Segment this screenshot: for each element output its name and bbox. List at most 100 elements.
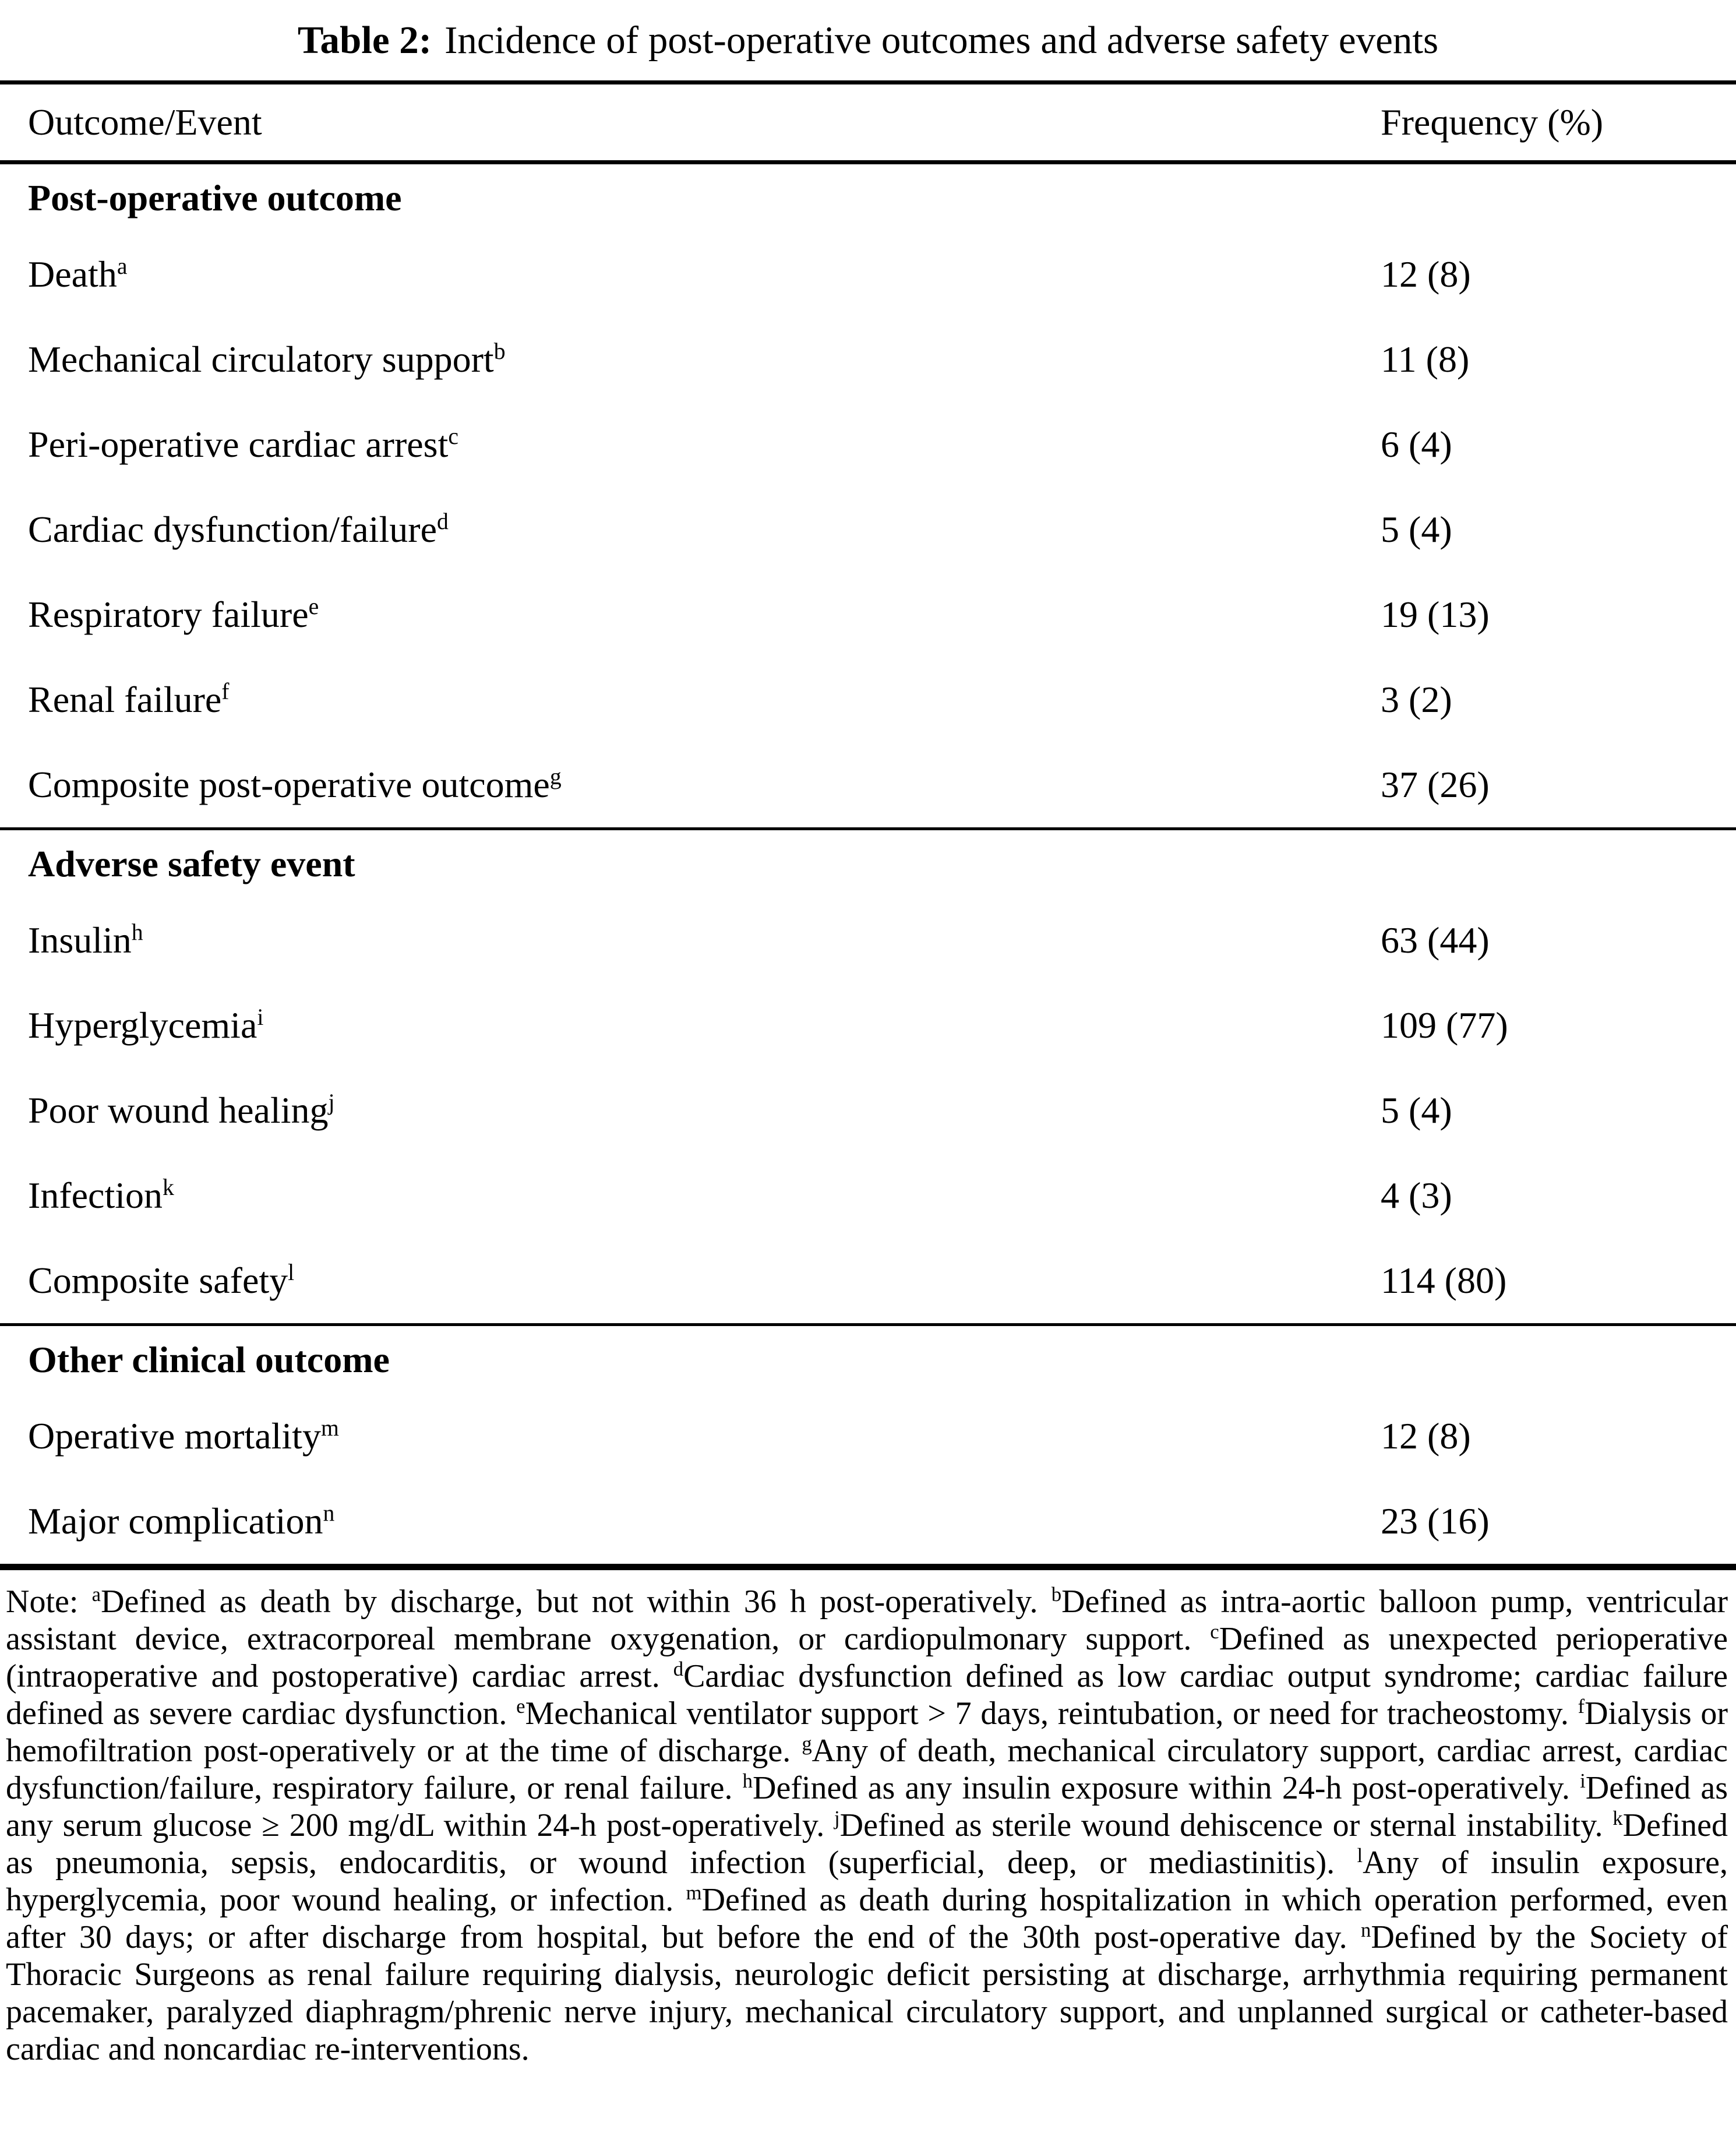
row-superscript: l — [288, 1260, 295, 1286]
row-label: Major complicationn — [28, 1500, 335, 1542]
row-label: Deatha — [28, 253, 128, 295]
footnote-superscript: b — [1051, 1582, 1062, 1606]
table-row: Major complicationn 23 (16) — [0, 1479, 1736, 1564]
column-header-row: Outcome/Event Frequency (%) — [0, 84, 1736, 160]
rule-section-divider — [0, 827, 1736, 830]
footnote-superscript: i — [1580, 1769, 1586, 1792]
rule-section-divider — [0, 1323, 1736, 1326]
footnote-segment: Defined by the Society of Thoracic Surge… — [6, 1919, 1728, 2067]
table-row: Deatha 12 (8) — [0, 232, 1736, 317]
row-value: 114 (80) — [1381, 1260, 1507, 1301]
row-superscript: e — [308, 594, 319, 620]
table-row: Insulinh 63 (44) — [0, 898, 1736, 983]
row-label: Operative mortalitym — [28, 1415, 339, 1457]
table-row: Operative mortalitym 12 (8) — [0, 1394, 1736, 1479]
row-superscript: c — [448, 424, 458, 450]
rule-below-title — [0, 80, 1736, 84]
row-superscript: a — [117, 253, 128, 280]
row-value: 4 (3) — [1381, 1175, 1452, 1216]
row-value: 6 (4) — [1381, 424, 1452, 465]
table-row: Renal failuref 3 (2) — [0, 657, 1736, 742]
section-header: Adverse safety event — [28, 843, 355, 884]
table-row: Cardiac dysfunction/failured 5 (4) — [0, 487, 1736, 572]
footnote-superscript: j — [834, 1806, 840, 1829]
section-header: Post-operative outcome — [28, 177, 402, 218]
footnote-segment: Any of insulin exposure, hyperglycemia, … — [6, 1845, 1728, 1918]
table-row: Composite safetyl 114 (80) — [0, 1238, 1736, 1323]
table-title: Table 2: Incidence of post-operative out… — [0, 0, 1736, 80]
footnote-superscript: h — [742, 1769, 753, 1792]
rule-below-column-headers — [0, 160, 1736, 164]
footnote-superscript: a — [91, 1582, 101, 1606]
table-row: Poor wound healingj 5 (4) — [0, 1068, 1736, 1153]
row-value: 23 (16) — [1381, 1500, 1490, 1542]
table-footnote: Note: aDefined as death by discharge, bu… — [0, 1570, 1736, 2068]
row-value: 3 (2) — [1381, 679, 1452, 720]
row-superscript: b — [493, 339, 506, 365]
table-body: Post-operative outcome Deatha 12 (8) Mechan… — [0, 164, 1736, 1570]
footnote-segment: Defined as death during hospitalization … — [6, 1882, 1728, 1955]
row-label: Poor wound healingj — [28, 1090, 335, 1131]
footnote-segment: Defined as sterile wound dehiscence or s… — [839, 1807, 1613, 1843]
footnote-superscript: g — [802, 1732, 812, 1755]
row-label: Cardiac dysfunction/failured — [28, 509, 449, 550]
row-superscript: n — [323, 1500, 335, 1526]
footnote-segment: Defined as intra-aortic balloon pump, ve… — [6, 1584, 1728, 1657]
footnote-segment: Defined as any insulin exposure within 2… — [753, 1770, 1580, 1806]
row-value: 12 (8) — [1381, 1415, 1471, 1457]
footnote-segment: Dialysis or hemofiltration post-operativ… — [6, 1695, 1728, 1769]
row-superscript: d — [436, 509, 449, 535]
row-value: 109 (77) — [1381, 1004, 1508, 1046]
row-label: Insulinh — [28, 919, 143, 961]
section-header: Other clinical outcome — [28, 1339, 390, 1380]
row-superscript: k — [163, 1175, 174, 1201]
row-label: Peri-operative cardiac arrestc — [28, 424, 458, 465]
row-label: Hyperglycemiai — [28, 1004, 264, 1046]
column-header-outcome-event: Outcome/Event — [28, 101, 262, 143]
footnote-superscript: l — [1357, 1843, 1363, 1867]
footnote-segment: Defined as death by discharge, but not w… — [101, 1584, 1052, 1620]
table-row: Respiratory failuree 19 (13) — [0, 572, 1736, 657]
footnote-segment: Defined as pneumonia, sepsis, endocardit… — [6, 1807, 1728, 1881]
table-number: Table 2: — [297, 18, 432, 62]
rule-table-bottom — [0, 1564, 1736, 1570]
row-superscript: g — [549, 764, 562, 790]
row-label: Composite safetyl — [28, 1260, 295, 1301]
table-row: Infectionk 4 (3) — [0, 1153, 1736, 1238]
footnote-prefix: Note: — [6, 1584, 92, 1620]
row-value: 19 (13) — [1381, 594, 1490, 635]
row-label: Respiratory failuree — [28, 594, 319, 635]
table-row: Composite post-operative outcomeg 37 (26) — [0, 742, 1736, 827]
row-label: Infectionk — [28, 1175, 174, 1216]
row-value: 5 (4) — [1381, 1090, 1452, 1131]
footnote-segment: Defined as unexpected perioperative (int… — [6, 1621, 1728, 1694]
row-value: 37 (26) — [1381, 764, 1490, 805]
table-caption: Incidence of post-operative outcomes and… — [444, 18, 1439, 62]
table-row: Hyperglycemiai 109 (77) — [0, 983, 1736, 1068]
footnote-segment: Cardiac dysfunction defined as low cardi… — [6, 1658, 1728, 1732]
footnote-segment: Mechanical ventilator support > 7 days, … — [525, 1695, 1578, 1732]
footnote-segment: Any of death, mechanical circulatory sup… — [6, 1733, 1728, 1806]
row-superscript: m — [320, 1415, 339, 1441]
column-header-frequency: Frequency (%) — [1381, 101, 1604, 143]
table-row: Mechanical circulatory supportb 11 (8) — [0, 317, 1736, 402]
footnote-superscript: m — [686, 1881, 702, 1904]
footnote-superscript: k — [1612, 1806, 1623, 1829]
row-label: Renal failuref — [28, 679, 230, 720]
footnote-superscript: c — [1210, 1620, 1219, 1643]
row-superscript: f — [221, 679, 230, 705]
row-superscript: h — [131, 919, 143, 946]
row-value: 63 (44) — [1381, 919, 1490, 961]
row-value: 11 (8) — [1381, 339, 1470, 380]
row-value: 12 (8) — [1381, 253, 1471, 295]
footnote-superscript: n — [1361, 1918, 1371, 1941]
row-superscript: j — [328, 1090, 335, 1116]
row-label: Mechanical circulatory supportb — [28, 339, 506, 380]
footnote-superscript: f — [1578, 1694, 1585, 1718]
footnote-superscript: e — [516, 1694, 525, 1718]
footnote-superscript: d — [673, 1657, 684, 1680]
table-row: Peri-operative cardiac arrestc 6 (4) — [0, 402, 1736, 487]
row-label: Composite post-operative outcomeg — [28, 764, 562, 805]
row-superscript: i — [257, 1004, 264, 1031]
